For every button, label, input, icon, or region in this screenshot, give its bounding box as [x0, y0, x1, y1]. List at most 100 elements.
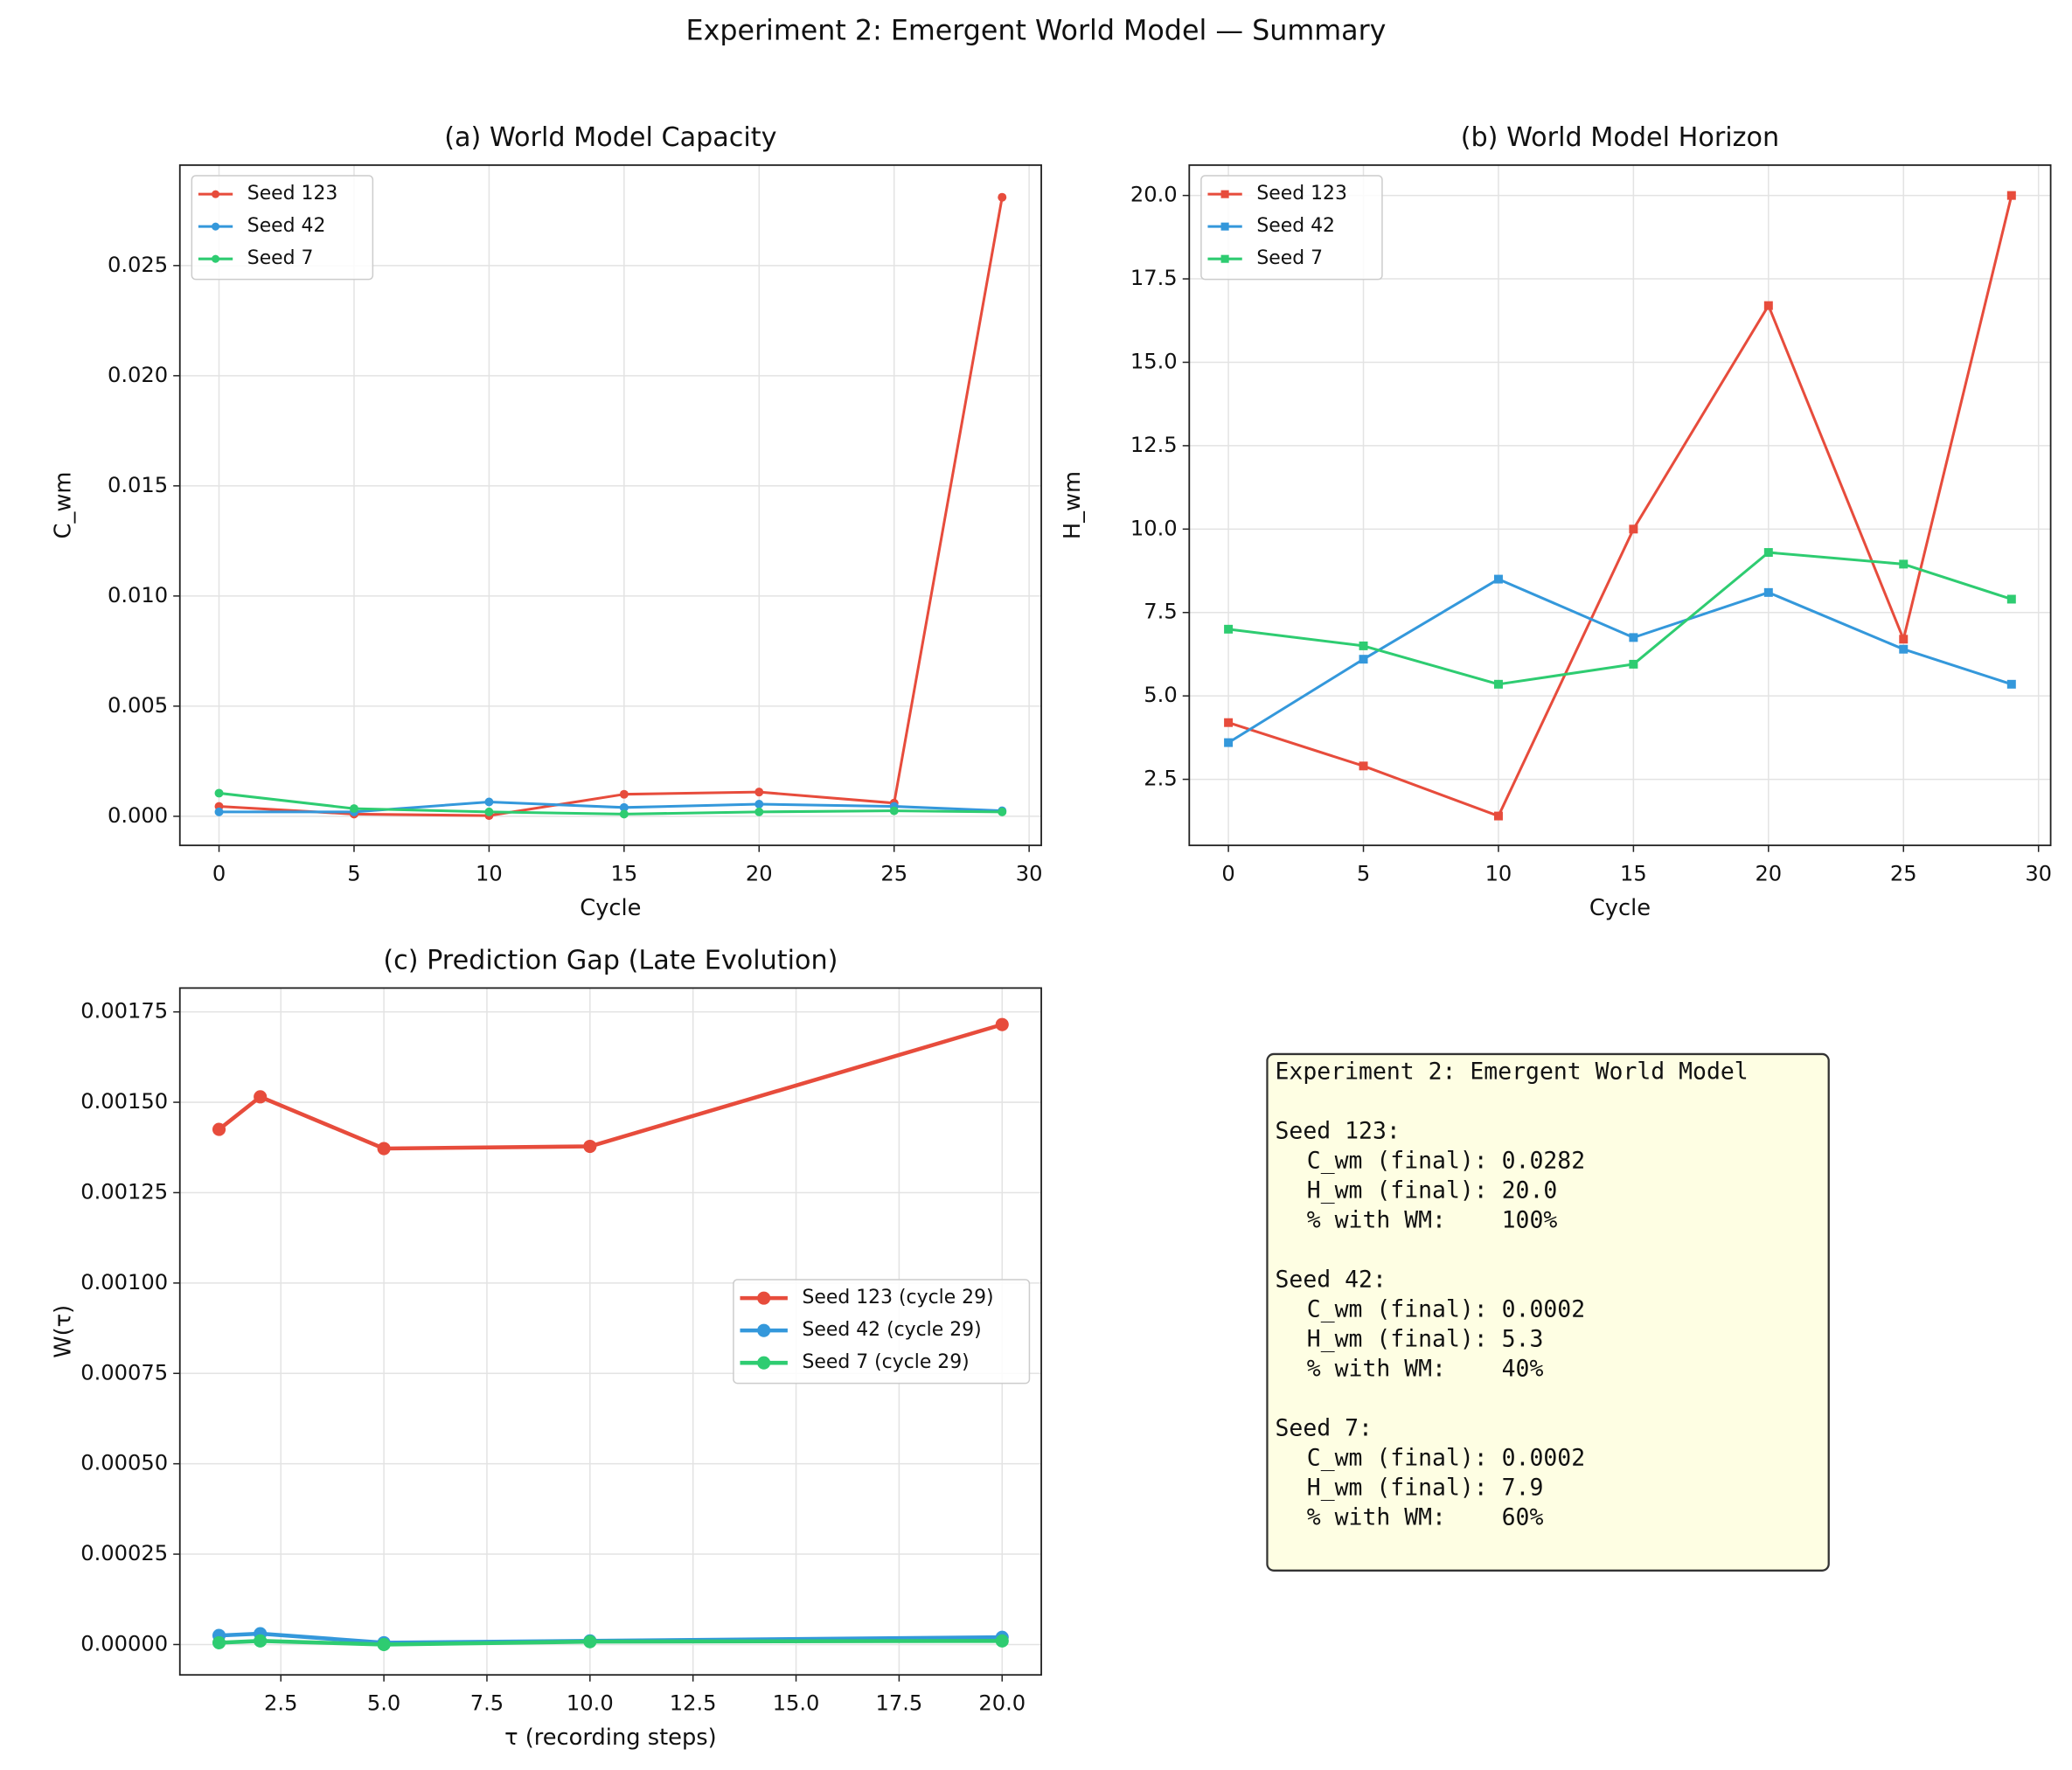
x-tick-label: 15.0	[773, 1690, 820, 1715]
marker	[889, 806, 899, 816]
legend-label: Seed 42	[247, 215, 326, 237]
summary-line: H_wm (final): 20.0	[1307, 1177, 1558, 1204]
chart-title: (c) Prediction Gap (Late Evolution)	[383, 946, 838, 976]
x-tick-label: 10	[476, 861, 503, 885]
marker	[754, 800, 764, 809]
marker	[1763, 587, 1773, 597]
x-tick-label: 30	[1016, 861, 1043, 885]
marker	[754, 807, 764, 816]
summary-line: % with WM: 60%	[1307, 1504, 1544, 1531]
marker	[212, 1635, 226, 1649]
marker	[754, 788, 764, 797]
series-line	[1227, 195, 2013, 818]
legend-label: Seed 123	[1256, 183, 1347, 205]
series-line	[219, 197, 1004, 817]
x-tick-label: 20	[1755, 861, 1782, 885]
legend-marker	[757, 1323, 771, 1337]
marker	[1224, 624, 1234, 634]
series-line	[218, 1022, 1003, 1151]
summary-heading: Seed 123:	[1276, 1118, 1401, 1145]
marker	[1899, 559, 1909, 569]
legend-marker	[757, 1356, 771, 1370]
legend-label: Seed 123	[247, 183, 338, 205]
summary-heading: Seed 42:	[1276, 1267, 1387, 1294]
x-tick-label: 25	[1890, 861, 1917, 885]
figure-title: Experiment 2: Emergent World Model — Sum…	[686, 15, 1387, 46]
series-line	[1227, 578, 2013, 744]
marker	[1763, 548, 1773, 558]
marker	[619, 809, 629, 819]
summary-line: C_wm (final): 0.0002	[1307, 1445, 1585, 1472]
x-tick-label: 7.5	[470, 1690, 504, 1715]
marker	[1224, 738, 1234, 747]
marker	[2006, 679, 2016, 689]
y-tick-label: 7.5	[1144, 600, 1177, 624]
x-tick-label: 10.0	[567, 1690, 614, 1715]
y-tick-label: 0.000	[108, 803, 168, 828]
axes-frame	[178, 987, 1042, 1676]
x-tick-label: 20	[746, 861, 773, 885]
legend-label: Seed 7	[247, 247, 314, 269]
x-tick-label: 2.5	[264, 1690, 297, 1715]
x-axis-label: Cycle	[1589, 895, 1651, 921]
y-tick-label: 0.00125	[80, 1179, 168, 1204]
summary-line: % with WM: 100%	[1307, 1207, 1558, 1234]
x-axis-label: Cycle	[580, 895, 641, 921]
axes-frame	[1188, 163, 2052, 847]
y-tick-label: 0.020	[108, 363, 168, 387]
x-tick-label: 20.0	[978, 1690, 1026, 1715]
marker	[2006, 191, 2016, 200]
marker	[583, 1139, 597, 1154]
legend-marker	[212, 222, 220, 231]
summary-title: Experiment 2: Emergent World Model	[1276, 1059, 1749, 1086]
marker	[583, 1635, 597, 1649]
summary-line: C_wm (final): 0.0282	[1307, 1148, 1585, 1175]
y-tick-label: 20.0	[1130, 183, 1178, 207]
y-tick-label: 0.00175	[80, 999, 168, 1024]
legend-marker	[1220, 254, 1229, 263]
y-tick-label: 0.005	[108, 693, 168, 718]
marker	[214, 807, 224, 816]
x-tick-label: 15	[610, 861, 637, 885]
chart-title: (a) World Model Capacity	[444, 122, 776, 153]
legend-marker	[757, 1291, 771, 1305]
y-axis-label: W(τ)	[50, 1305, 76, 1358]
marker	[1359, 655, 1368, 664]
legend-box	[733, 1279, 1031, 1385]
y-tick-label: 0.00025	[80, 1541, 168, 1565]
x-tick-label: 15	[1620, 861, 1647, 885]
marker	[1629, 633, 1638, 642]
marker	[998, 807, 1007, 816]
marker	[1359, 761, 1368, 771]
marker	[254, 1634, 268, 1648]
x-tick-label: 0	[1221, 861, 1234, 885]
legend-box	[1200, 175, 1383, 281]
legend-label: Seed 7	[1256, 247, 1323, 269]
marker	[995, 1634, 1009, 1648]
y-tick-label: 0.015	[108, 473, 168, 497]
y-tick-label: 0.025	[108, 253, 168, 277]
legend-label: Seed 7 (cycle 29)	[803, 1351, 970, 1373]
marker	[377, 1637, 391, 1652]
marker	[1899, 644, 1909, 654]
marker	[998, 192, 1007, 202]
axes-frame	[178, 163, 1042, 847]
marker	[619, 789, 629, 799]
y-tick-label: 15.0	[1130, 349, 1178, 373]
legend-marker	[1220, 190, 1229, 198]
summary-box	[1266, 1052, 1830, 1572]
y-tick-label: 0.00000	[80, 1631, 168, 1655]
y-tick-label: 5.0	[1144, 683, 1177, 707]
summary-line: C_wm (final): 0.0002	[1307, 1296, 1585, 1323]
y-tick-label: 0.00100	[80, 1270, 168, 1295]
marker	[484, 797, 494, 807]
marker	[212, 1122, 226, 1136]
summary-line: H_wm (final): 5.3	[1307, 1326, 1544, 1353]
summary-line: H_wm (final): 7.9	[1307, 1475, 1544, 1502]
marker	[1224, 718, 1234, 727]
legend-label: Seed 42	[1256, 215, 1335, 237]
marker	[1629, 659, 1638, 669]
x-tick-label: 30	[2025, 861, 2052, 885]
legend-marker	[212, 254, 220, 263]
